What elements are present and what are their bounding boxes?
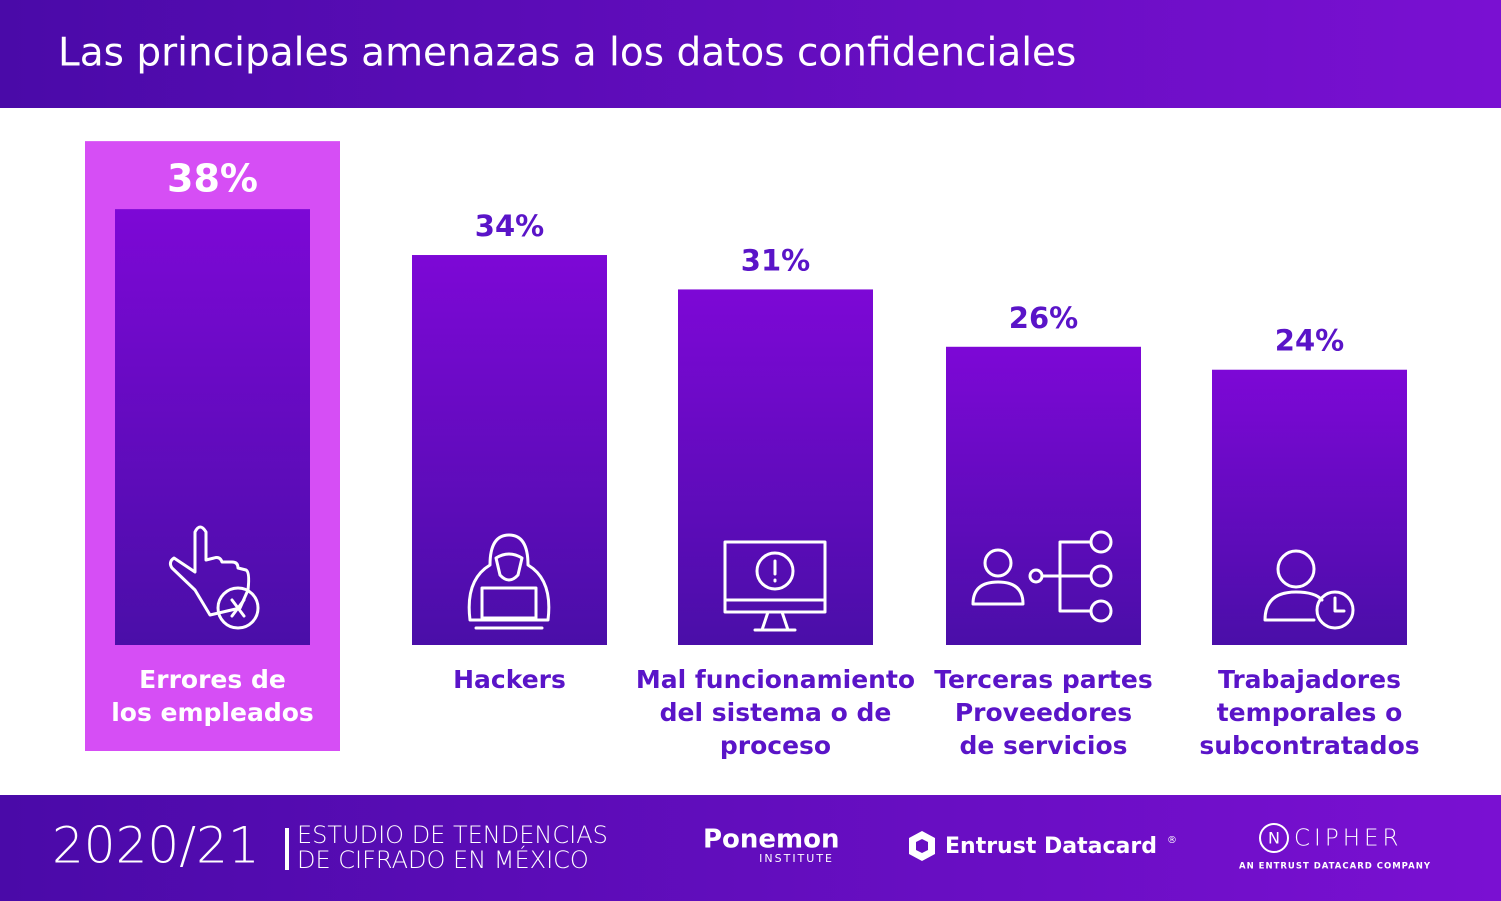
bar — [678, 289, 873, 645]
x-tick-label: Trabajadores temporales o subcontratados — [1199, 665, 1419, 760]
bar — [1212, 369, 1407, 645]
icons — [168, 525, 1355, 632]
footer-year: 2020/21 — [52, 817, 260, 875]
x-tick-label: Mal funcionamiento del sistema o de proces… — [636, 665, 915, 760]
footer-band — [0, 795, 1501, 901]
x-tick-label: Hackers — [453, 665, 566, 694]
ncipher-circle — [1259, 823, 1289, 853]
value-label: 24% — [1275, 324, 1344, 358]
bar — [115, 209, 310, 645]
icon-hacker — [467, 533, 551, 630]
icon-monitor — [723, 540, 827, 632]
bar — [946, 346, 1141, 645]
ponemon-logo: Ponemon — [703, 825, 840, 855]
value-label: 31% — [741, 243, 810, 277]
footer-study: DE CIFRADO EN MÉXICO — [297, 845, 589, 874]
x-tick-label: Terceras partes Proveedores de servicios — [934, 665, 1152, 760]
entrust-registered: ® — [1167, 835, 1177, 846]
x-tick-label: Errores de los empleados — [111, 665, 314, 727]
entrust-icon — [909, 831, 935, 861]
value-label: 34% — [475, 209, 544, 243]
icon-hand — [168, 525, 260, 630]
ncipher-n: N — [1268, 829, 1280, 848]
footer-study: ESTUDIO DE TENDENCIAS — [297, 821, 608, 849]
value-label: 38% — [167, 157, 258, 201]
ponemon-sub: INSTITUTE — [759, 852, 834, 865]
footer-divider — [285, 828, 289, 870]
chart-title: Las principales amenazas a los datos con… — [58, 31, 1076, 76]
ncipher-logo: CIPHER — [1294, 826, 1403, 852]
value-label: 26% — [1009, 301, 1078, 335]
header-band — [0, 0, 1501, 108]
icon-network — [971, 530, 1113, 623]
entrust-logo: Entrust Datacard — [945, 834, 1157, 859]
icon-temp-worker — [1263, 549, 1355, 630]
ncipher-sub: AN ENTRUST DATACARD COMPANY — [1239, 862, 1431, 872]
